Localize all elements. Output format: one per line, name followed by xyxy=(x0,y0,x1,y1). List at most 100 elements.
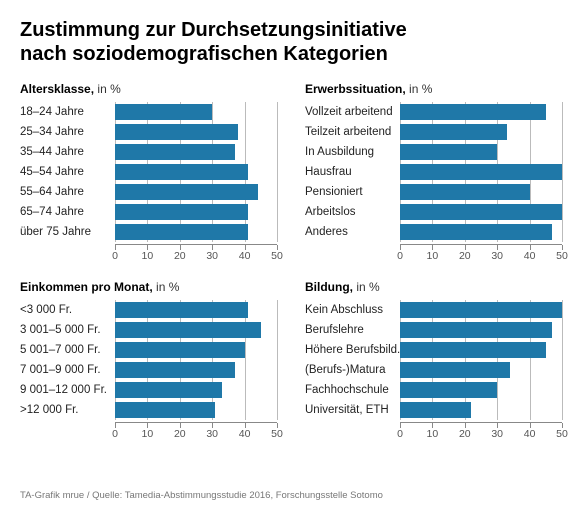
bar xyxy=(115,402,215,418)
bar-row: (Berufs-)Matura xyxy=(305,360,562,380)
panel-title-rest: in % xyxy=(153,280,180,294)
bar-row: 3 001–5 000 Fr. xyxy=(20,320,277,340)
axis-tick-label: 10 xyxy=(427,250,439,262)
bar-row: Höhere Berufsbild. xyxy=(305,340,562,360)
bar-label: Vollzeit arbeitend xyxy=(305,106,400,118)
bar-track xyxy=(400,122,562,142)
axis-tick-label: 30 xyxy=(206,428,218,440)
bar-track xyxy=(400,360,562,380)
bar-row: Kein Abschluss xyxy=(305,300,562,320)
bar-track xyxy=(115,162,277,182)
bar xyxy=(115,302,248,318)
bar-track xyxy=(400,320,562,340)
bar-row: Universität, ETH xyxy=(305,400,562,420)
chart-title: Zustimmung zur Durchsetzungsinitiative n… xyxy=(20,18,562,66)
bar-row: Berufslehre xyxy=(305,320,562,340)
bar xyxy=(400,164,562,180)
bar xyxy=(400,322,552,338)
bar-track xyxy=(115,122,277,142)
bar-row: über 75 Jahre xyxy=(20,222,277,242)
gridline xyxy=(277,102,278,242)
axis-tick-label: 20 xyxy=(459,428,471,440)
axis-tick-label: 20 xyxy=(459,250,471,262)
bar xyxy=(115,322,261,338)
bar-row: 5 001–7 000 Fr. xyxy=(20,340,277,360)
axis-tick-label: 50 xyxy=(556,250,568,262)
gridline xyxy=(562,300,563,420)
title-line1: Zustimmung zur Durchsetzungsinitiative xyxy=(20,18,562,42)
panel-header: Erwerbssituation, in % xyxy=(305,82,562,96)
bar xyxy=(400,144,497,160)
axis-tick-label: 50 xyxy=(556,428,568,440)
bar xyxy=(400,184,530,200)
panel-title-bold: Einkommen pro Monat, xyxy=(20,280,153,294)
chart-grid: Altersklasse, in % 18–24 Jahre 25–34 Jahre… xyxy=(20,82,562,440)
bar-row: <3 000 Fr. xyxy=(20,300,277,320)
axis-area: 01020304050 xyxy=(115,244,277,262)
bar-track xyxy=(400,142,562,162)
axis-tick-label: 30 xyxy=(491,428,503,440)
bar-track xyxy=(115,400,277,420)
chart-panel: Erwerbssituation, in % Vollzeit arbeitend… xyxy=(305,82,562,262)
bar-label: (Berufs-)Matura xyxy=(305,364,400,376)
bar-track xyxy=(115,340,277,360)
axis-tick-label: 30 xyxy=(491,250,503,262)
bar-track xyxy=(400,102,562,122)
bar-row: 55–64 Jahre xyxy=(20,182,277,202)
bar-row: Fachhochschule xyxy=(305,380,562,400)
bar-row: 7 001–9 000 Fr. xyxy=(20,360,277,380)
bars-area: 18–24 Jahre 25–34 Jahre 35–44 Jahre 45–54 J… xyxy=(20,102,277,242)
panel-header: Altersklasse, in % xyxy=(20,82,277,96)
axis-tick-label: 40 xyxy=(524,428,536,440)
panel-title-rest: in % xyxy=(406,82,433,96)
panel-title-rest: in % xyxy=(94,82,121,96)
bar xyxy=(400,362,510,378)
axis-tick-label: 0 xyxy=(397,250,403,262)
bar-label: 35–44 Jahre xyxy=(20,146,115,158)
bar-track xyxy=(115,202,277,222)
bar-track xyxy=(400,400,562,420)
bar-label: 65–74 Jahre xyxy=(20,206,115,218)
bar-label: Höhere Berufsbild. xyxy=(305,344,400,356)
bar-label: 25–34 Jahre xyxy=(20,126,115,138)
x-axis: 01020304050 xyxy=(305,422,562,440)
gridline xyxy=(277,300,278,420)
axis-tick-label: 0 xyxy=(397,428,403,440)
bar-row: Vollzeit arbeitend xyxy=(305,102,562,122)
bar-track xyxy=(400,340,562,360)
x-axis: 01020304050 xyxy=(20,422,277,440)
axis-tick-label: 40 xyxy=(524,250,536,262)
axis-tick-label: 10 xyxy=(427,428,439,440)
panel-title-rest: in % xyxy=(353,280,380,294)
bar-label: 9 001–12 000 Fr. xyxy=(20,384,115,396)
bar-label: Hausfrau xyxy=(305,166,400,178)
source-footer: TA-Grafik mrue / Quelle: Tamedia-Abstimm… xyxy=(20,490,383,501)
bar-row: Anderes xyxy=(305,222,562,242)
bar-label: Kein Abschluss xyxy=(305,304,400,316)
bar xyxy=(115,124,238,140)
bar-track xyxy=(115,102,277,122)
bars-area: Vollzeit arbeitendTeilzeit arbeitendIn A… xyxy=(305,102,562,242)
bar-label: 18–24 Jahre xyxy=(20,106,115,118)
bar-track xyxy=(400,182,562,202)
bar xyxy=(115,184,258,200)
axis-area: 01020304050 xyxy=(400,422,562,440)
bar-label: Arbeitslos xyxy=(305,206,400,218)
bar-track xyxy=(400,300,562,320)
axis-tick-label: 40 xyxy=(239,250,251,262)
axis-tick-label: 20 xyxy=(174,428,186,440)
bar-label: 45–54 Jahre xyxy=(20,166,115,178)
bar xyxy=(115,104,212,120)
bar-row: >12 000 Fr. xyxy=(20,400,277,420)
bar xyxy=(400,382,497,398)
bar xyxy=(400,224,552,240)
axis-tick-label: 10 xyxy=(142,250,154,262)
bar-label: Berufslehre xyxy=(305,324,400,336)
bar xyxy=(400,302,562,318)
bar-row: 25–34 Jahre xyxy=(20,122,277,142)
bar-label: In Ausbildung xyxy=(305,146,400,158)
bar-label: Pensioniert xyxy=(305,186,400,198)
bar xyxy=(115,144,235,160)
bar xyxy=(400,104,546,120)
bar xyxy=(400,402,471,418)
